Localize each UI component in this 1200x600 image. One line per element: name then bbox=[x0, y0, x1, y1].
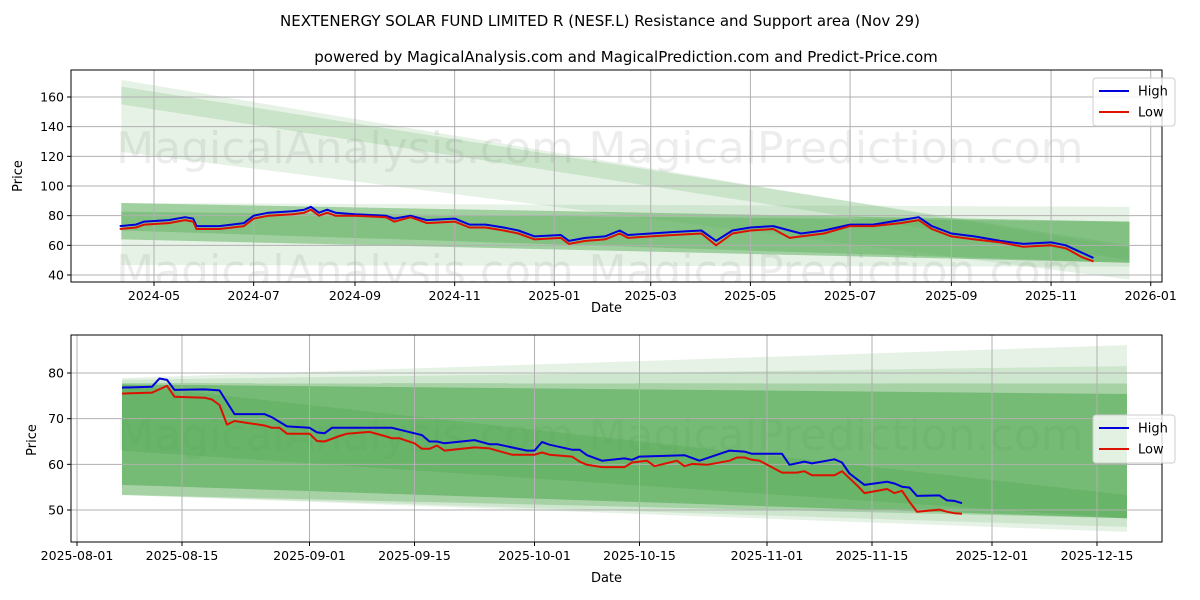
x-tick-label: 2025-05 bbox=[724, 288, 776, 303]
support-resistance-band bbox=[122, 384, 1127, 519]
x-tick-label: 2024-07 bbox=[228, 288, 280, 303]
watermark: MagicalAnalysis.com bbox=[116, 123, 574, 174]
watermark: MagicalPrediction.com bbox=[589, 123, 1084, 174]
x-tick-label: 2025-09-15 bbox=[378, 548, 451, 563]
x-tick-label: 2025-07 bbox=[824, 288, 876, 303]
x-tick-label: 2025-11 bbox=[1025, 288, 1077, 303]
y-tick-label: 100 bbox=[40, 179, 64, 194]
series-line-high bbox=[119, 205, 1094, 259]
x-tick-label: 2025-11-15 bbox=[836, 548, 909, 563]
x-tick-label: 2026-01 bbox=[1125, 288, 1177, 303]
y-axis-label: Price bbox=[11, 160, 26, 192]
x-tick-label: 2025-11-01 bbox=[731, 548, 804, 563]
x-tick-label: 2025-10-15 bbox=[603, 548, 676, 563]
y-tick-label: 60 bbox=[48, 457, 64, 472]
y-tick-label: 140 bbox=[40, 119, 64, 134]
axes-frame bbox=[70, 69, 1163, 283]
legend-label-high: High bbox=[1138, 85, 1168, 100]
y-tick-label: 120 bbox=[40, 149, 64, 164]
y-tick-label: 80 bbox=[48, 208, 64, 223]
y-tick-label: 60 bbox=[48, 238, 64, 253]
legend-label-low: Low bbox=[1138, 106, 1164, 121]
x-tick-label: 2025-03 bbox=[625, 288, 677, 303]
y-tick-label: 40 bbox=[48, 268, 64, 283]
support-resistance-band bbox=[121, 86, 1130, 261]
chart-subtitle: powered by MagicalAnalysis.com and Magic… bbox=[314, 48, 938, 66]
legend-label-low: Low bbox=[1138, 443, 1164, 458]
x-tick-label: 2025-12-15 bbox=[1061, 548, 1134, 563]
watermark: MagicalAnalysis.com bbox=[116, 246, 574, 297]
support-resistance-band bbox=[121, 203, 1130, 267]
plot-area: MagicalAnalysis.com MagicalPrediction.com… bbox=[71, 70, 1162, 297]
y-tick-label: 70 bbox=[48, 411, 64, 426]
x-tick-label: 2024-05 bbox=[128, 288, 180, 303]
x-tick-label: 2025-08-15 bbox=[146, 548, 219, 563]
x-tick-label: 2025-10-01 bbox=[498, 548, 571, 563]
y-tick-label: 80 bbox=[48, 366, 64, 381]
chart-panel-1: MagicalAnalysis.com MagicalPrediction.com… bbox=[11, 69, 1177, 316]
support-resistance-band bbox=[121, 79, 1130, 280]
y-axis-label: Price bbox=[25, 424, 40, 456]
watermark: MagicalPrediction.com bbox=[589, 246, 1084, 297]
legend-label-high: High bbox=[1138, 422, 1168, 437]
x-tick-label: 2025-12-01 bbox=[956, 548, 1029, 563]
legend: High Low bbox=[1092, 77, 1176, 127]
support-resistance-band bbox=[122, 384, 1127, 519]
x-tick-label: 2025-09-01 bbox=[273, 548, 346, 563]
y-tick-label: 50 bbox=[48, 503, 64, 518]
x-tick-label: 2024-11 bbox=[429, 288, 481, 303]
x-tick-label: 2024-09 bbox=[329, 288, 381, 303]
x-axis-label: Date bbox=[591, 301, 622, 316]
legend: High Low bbox=[1092, 414, 1176, 464]
chart-title: NEXTENERGY SOLAR FUND LIMITED R (NESF.L)… bbox=[280, 12, 920, 30]
x-axis-label: Date bbox=[591, 571, 622, 586]
series-line-high bbox=[121, 377, 963, 505]
y-tick-label: 160 bbox=[40, 90, 64, 105]
x-tick-label: 2025-08-01 bbox=[41, 548, 114, 563]
series-line-low bbox=[121, 384, 963, 515]
series-line-low bbox=[119, 208, 1094, 263]
x-tick-label: 2025-09 bbox=[925, 288, 977, 303]
chart-panel-2: MagicalAnalysis.comMagicalPrediction.com… bbox=[25, 334, 1176, 586]
x-tick-label: 2025-01 bbox=[528, 288, 580, 303]
